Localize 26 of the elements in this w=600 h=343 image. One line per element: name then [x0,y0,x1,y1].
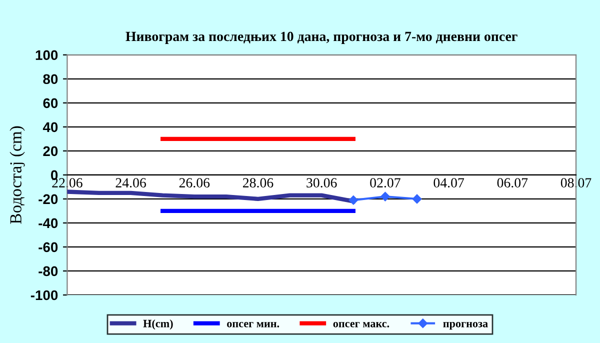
legend-label: H(cm) [143,319,173,330]
y-tick-label: 80 [43,74,58,84]
y-tick-label: -40 [38,218,58,228]
x-tick-label: 04.07 [434,178,464,188]
x-tick-label: 06.07 [497,178,528,188]
y-axis-title: Водостај (cm) [10,126,25,224]
chart-title: Нивограм за последњих 10 дана, прогноза и 7-мо дневни опсег [126,32,518,44]
y-tick-label: -20 [38,194,58,204]
y-tick-label: 40 [42,122,58,132]
y-tick-label: -60 [38,242,58,252]
y-tick-label: 20 [43,146,58,156]
y-tick-label: 60 [43,98,58,108]
y-tick-label: 100 [36,50,58,60]
y-tick-label: -80 [38,266,58,276]
x-tick-label: 24.06 [116,178,146,188]
x-tick-label: 28.06 [242,178,274,188]
x-tick-label: 02.07 [370,178,400,188]
legend-label: прогноза [443,322,488,330]
y-tick-label: 0 [51,170,58,180]
x-tick-label: 26.06 [179,178,210,188]
x-tick-label: 08.07 [560,178,592,188]
x-tick-label: 30.06 [306,178,337,188]
x-tick-label: 22.06 [52,178,82,188]
legend-label: опсег макс. [333,322,390,328]
legend-label: опсег мин. [227,322,280,328]
y-tick-label: -100 [30,290,58,300]
